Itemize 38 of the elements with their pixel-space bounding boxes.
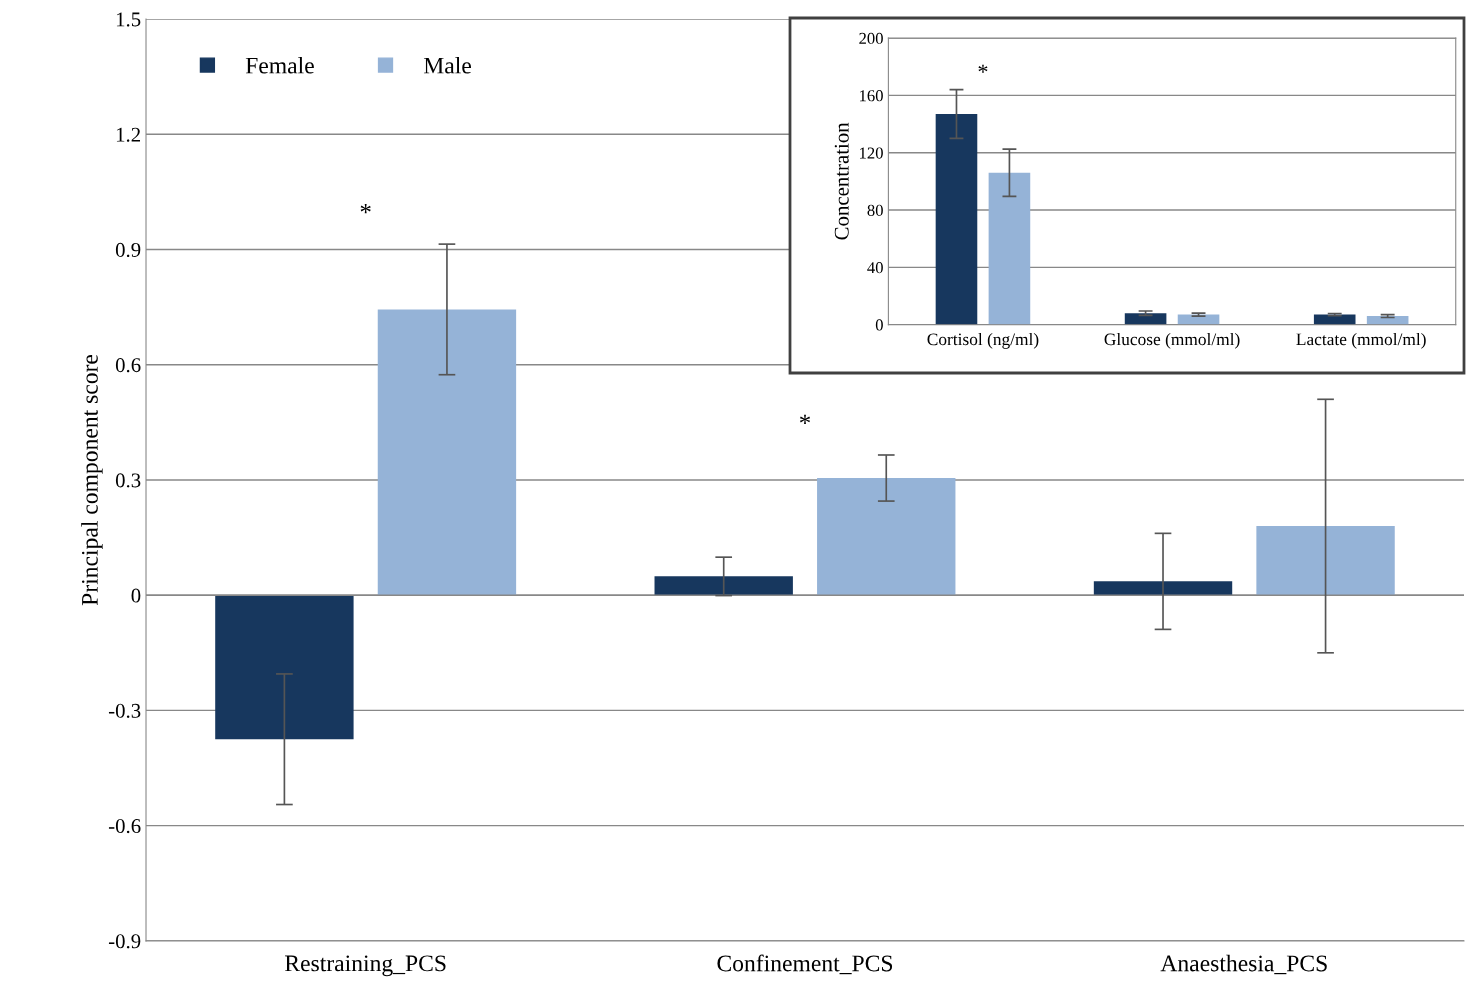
annotation: * <box>799 414 811 425</box>
x-tick-label: Lactate (mmol/ml) <box>1296 332 1426 349</box>
bar <box>935 114 978 325</box>
y-tick-label: -0.6 <box>108 819 141 834</box>
bar <box>1366 316 1409 325</box>
y-tick-label: 1.5 <box>116 12 141 27</box>
y-tick-label: 0 <box>875 319 883 331</box>
annotation: * <box>360 203 371 214</box>
y-tick-label: 80 <box>867 204 883 216</box>
x-tick-label: Anaesthesia_PCS <box>1160 954 1327 975</box>
bar <box>1093 581 1233 596</box>
bar <box>1124 313 1167 325</box>
y-tick-label: 120 <box>860 147 883 159</box>
y-tick-label: -0.9 <box>108 934 141 949</box>
x-tick-label: Cortisol (ng/ml) <box>927 332 1039 349</box>
bar <box>817 478 956 596</box>
legend-label: Female <box>245 56 314 74</box>
y-tick-label: 200 <box>859 32 883 45</box>
y-tick-label: 0.3 <box>115 473 141 488</box>
bar <box>988 172 1031 325</box>
bar <box>215 595 354 740</box>
y-tick-label: 40 <box>867 262 883 274</box>
legend-label: Male <box>423 56 471 74</box>
bar <box>654 576 793 596</box>
x-tick-label: Restraining_PCS <box>285 955 446 977</box>
y-tick-label: 0 <box>131 588 141 603</box>
y-axis-title: Concentration <box>834 122 849 240</box>
y-tick-label: 0.6 <box>115 358 141 373</box>
bar <box>377 309 517 596</box>
y-tick-label: 1.2 <box>116 127 140 142</box>
y-axis-title: Principal component score <box>81 354 103 606</box>
annotation: * <box>978 64 988 73</box>
y-tick-label: 0.9 <box>115 242 141 258</box>
y-tick-label: -0.3 <box>108 703 141 718</box>
y-tick-label: 160 <box>860 90 883 102</box>
x-tick-label: Glucose (mmol/ml) <box>1104 332 1240 349</box>
x-tick-label: Confinement_PCS <box>717 954 893 975</box>
bar <box>1256 526 1395 596</box>
